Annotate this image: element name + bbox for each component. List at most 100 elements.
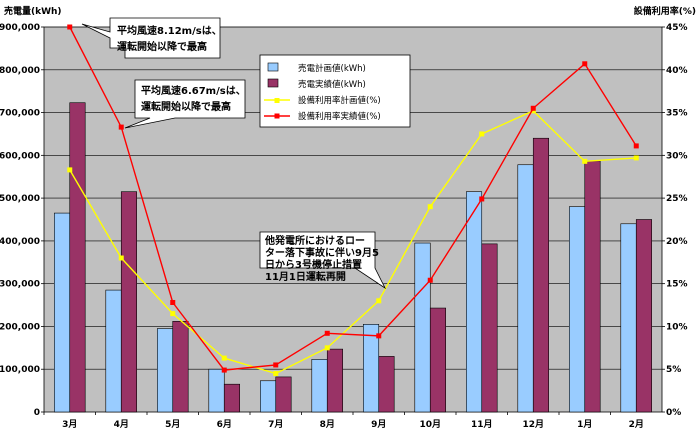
- y-tick-label-right: 15%: [666, 280, 688, 290]
- y-tick-label-left: 600,000: [0, 151, 40, 161]
- x-tick-label: 4月: [114, 419, 129, 430]
- marker-actual-rate: [118, 124, 124, 130]
- marker-actual-rate: [324, 330, 330, 336]
- marker-actual-rate: [67, 24, 73, 30]
- y-tick-label-right: 5%: [666, 365, 681, 375]
- callout-2-box: [124, 79, 246, 129]
- bar-actual: [429, 307, 446, 413]
- bar-actual: [275, 376, 292, 413]
- legend-label-plan-rate: 設備利用率計画値(%): [298, 95, 381, 106]
- axes: 0 0% 100,000 5% 200,000 10% 300,000 15% 400,000 2…: [0, 23, 688, 430]
- y-tick-label-left: 700,000: [0, 109, 40, 119]
- line-plan-rate: [69, 110, 637, 375]
- bar-actual: [326, 348, 343, 413]
- marker-plan-rate: [427, 204, 433, 210]
- legend-label-actual-bar: 売電実績値(kWh): [298, 79, 366, 90]
- callout-3-line-3: 日から3号機停止措置: [265, 258, 362, 271]
- bar-plan: [414, 242, 431, 413]
- legend-label-plan-bar: 売電計画値(kWh): [298, 63, 366, 74]
- marker-actual-rate: [530, 105, 536, 111]
- bar-actual: [223, 383, 240, 413]
- callout-2-line-2: 運転開始以降で最高: [141, 100, 231, 113]
- legend-box: [259, 54, 411, 128]
- y-tick-label-right: 10%: [666, 322, 688, 332]
- bar-plan: [465, 191, 483, 413]
- x-tick-label: 6月: [217, 419, 232, 430]
- marker-actual-rate: [479, 196, 485, 202]
- marker-actual-rate: [427, 277, 433, 283]
- marker-actual-rate: [376, 333, 382, 339]
- marker-plan-rate: [118, 255, 124, 261]
- legend-marker-plan-rate: [274, 98, 280, 103]
- legend-label-actual-rate: 設備利用率実績値(%): [298, 111, 381, 122]
- callout-3-line-1: 他発電所におけるロー: [264, 234, 365, 247]
- marker-actual-rate: [170, 299, 176, 305]
- x-tick-label: 5月: [165, 419, 180, 430]
- marker-plan-rate: [582, 158, 588, 164]
- lines: [67, 24, 639, 376]
- annotation-callout-1: 平均風速8.12m/sは、 運転開始以降で最高: [81, 17, 222, 59]
- bar-plan: [568, 206, 586, 413]
- legend-swatch-plan-bar: [267, 62, 279, 72]
- callout-3-line-2: ター落下事故に伴い9月5: [265, 246, 379, 259]
- y-tick-label-left: 400,000: [0, 237, 40, 247]
- callout-3-box: [259, 231, 387, 290]
- y-tick-label-left: 500,000: [0, 194, 40, 204]
- y-tick-label-right: 30%: [666, 151, 688, 161]
- marker-plan-rate: [324, 345, 330, 351]
- legend-marker-actual-rate: [274, 113, 280, 119]
- bar-plan: [157, 328, 174, 413]
- marker-plan-rate: [170, 311, 176, 317]
- x-tick-label: 2月: [629, 419, 644, 430]
- y-tick-label-right: 45%: [666, 23, 688, 33]
- y-tick-label-right: 40%: [666, 66, 688, 76]
- bar-actual: [532, 137, 549, 413]
- marker-plan-rate: [530, 108, 536, 114]
- callout-3-line-4: 11月1日運転再開: [265, 270, 346, 283]
- marker-actual-rate: [273, 362, 279, 368]
- bar-plan: [208, 368, 225, 413]
- marker-plan-rate: [479, 131, 485, 137]
- x-tick-label: 9月: [371, 419, 386, 430]
- x-tick-label: 10月: [419, 419, 441, 430]
- marker-plan-rate: [67, 167, 73, 173]
- x-tick-label: 12月: [522, 419, 544, 430]
- callout-1-box: [81, 17, 221, 59]
- legend-swatch-actual-bar: [267, 78, 279, 88]
- bar-plan: [311, 359, 328, 413]
- y-tick-label-right: 20%: [666, 237, 688, 247]
- y-tick-label-left: 100,000: [0, 365, 40, 375]
- marker-plan-rate: [273, 371, 279, 376]
- y-tick-label-left: 0: [34, 408, 40, 418]
- bar-plan: [259, 380, 277, 413]
- bar-actual: [69, 102, 86, 413]
- annotation-callout-3: 他発電所におけるロー ター落下事故に伴い9月5 日から3号機停止措置 11月1日…: [259, 231, 387, 290]
- bar-actual: [378, 356, 395, 413]
- y-tick-label-right: 0%: [666, 408, 681, 418]
- marker-plan-rate: [633, 155, 639, 161]
- marker-actual-rate: [221, 367, 227, 373]
- marker-plan-rate: [221, 355, 227, 361]
- bar-actual: [481, 243, 498, 413]
- y-axis-title-left: 売電量(kWh): [4, 5, 62, 17]
- x-tick-label: 3月: [62, 419, 77, 430]
- y-tick-label-right: 25%: [666, 194, 688, 204]
- bar-plan: [53, 212, 71, 413]
- y-tick-label-right: 35%: [666, 109, 688, 119]
- bar-plan: [105, 289, 122, 413]
- bar-actual: [584, 160, 601, 413]
- x-tick-label: 1月: [577, 419, 592, 430]
- grid-lines: [44, 69, 662, 370]
- y-axis-title-right: 設備利用率(%): [634, 5, 696, 17]
- x-tick-label: 7月: [268, 419, 283, 430]
- annotation-callout-2: 平均風速6.67m/sは、 運転開始以降で最高: [124, 79, 246, 129]
- y-tick-label-left: 300,000: [0, 280, 40, 290]
- bar-actual: [172, 321, 189, 413]
- bar-plan: [620, 223, 637, 413]
- marker-actual-rate: [633, 143, 639, 149]
- x-tick-label: 8月: [320, 419, 335, 430]
- bar-actual: [635, 219, 652, 413]
- y-tick-label-left: 200,000: [0, 322, 40, 332]
- y-tick-label-left: 800,000: [0, 66, 40, 76]
